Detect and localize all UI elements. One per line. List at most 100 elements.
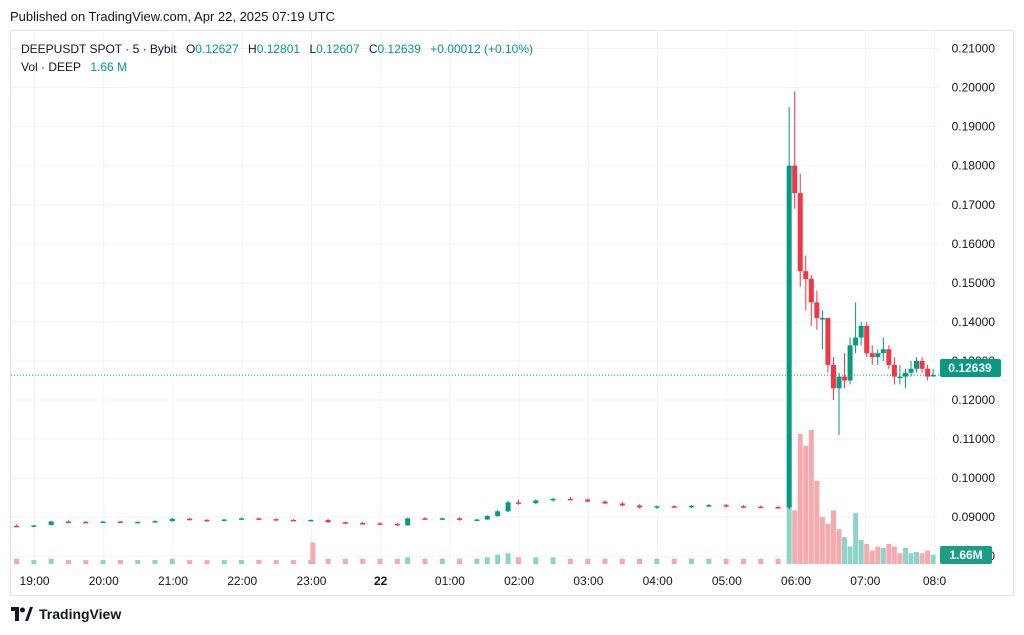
candle-body	[853, 337, 859, 346]
tradingview-brand: TradingView	[39, 606, 122, 622]
volume-bar	[723, 558, 729, 564]
volume-bar	[505, 553, 511, 564]
candle-body	[654, 506, 660, 508]
volume-bar	[550, 557, 556, 564]
candle-body	[515, 502, 521, 504]
candle-body	[869, 353, 875, 358]
candle-body	[100, 521, 106, 523]
volume-bar	[405, 557, 411, 564]
volume-bar	[886, 543, 892, 564]
candle-body	[505, 502, 511, 512]
time-tick-label: 05:00	[712, 574, 742, 588]
volume-bar	[897, 553, 903, 564]
volume-bar	[847, 546, 853, 564]
price-tick-label: 0.19000	[952, 120, 996, 134]
volume-bars	[14, 430, 936, 564]
candle-body	[723, 505, 729, 507]
volume-bar	[836, 529, 842, 564]
legend-symbol[interactable]: DEEPUSDT SPOT · 5 · Bybit	[21, 42, 177, 56]
legend-close-label: C	[368, 42, 378, 56]
volume-bar	[654, 558, 660, 564]
candle-body	[637, 505, 643, 508]
candle-body	[83, 521, 89, 524]
tradingview-logo[interactable]: TradingView	[11, 606, 121, 622]
chart-canvas[interactable]: 0.21000 0.20000 0.19000 0.18000 0.17000 0.160…	[0, 0, 1024, 600]
candle-body	[814, 302, 820, 319]
candle-body	[842, 376, 848, 381]
volume-bar	[360, 558, 366, 564]
candle-body	[342, 522, 348, 524]
legend-open-label: O	[185, 42, 196, 56]
volume-bar	[842, 537, 848, 564]
candle-body	[117, 521, 123, 523]
price-tick-label: 0.18000	[952, 159, 996, 173]
volume-bar	[117, 559, 123, 564]
volume-bar	[439, 558, 445, 564]
volume-bar	[325, 558, 331, 564]
volume-bar	[187, 559, 193, 564]
volume-bar	[914, 551, 920, 564]
legend-low-label: L	[309, 42, 317, 56]
volume-bar	[925, 550, 931, 564]
volume-bar	[637, 558, 643, 564]
legend-ohlc-row: DEEPUSDT SPOT · 5 · Bybit O0.12627 H 0.12…	[21, 40, 533, 58]
candle-body	[797, 193, 803, 272]
price-tick-label: 0.16000	[952, 237, 996, 251]
time-axis[interactable]: 19:00 20:00 21:00 22:00 23:00 22 01:00 02:00 03:…	[20, 574, 947, 588]
candle-body	[930, 375, 936, 377]
volume-bar	[239, 559, 245, 564]
volume-bar	[65, 559, 71, 564]
candle-body	[825, 318, 831, 365]
legend-open-value: 0.12627	[195, 42, 239, 56]
volume-bar	[671, 558, 677, 564]
last-price-label: 0.12639	[948, 361, 992, 375]
legend-volume-label[interactable]: Vol · DEEP	[21, 60, 82, 74]
price-tick-label: 0.10000	[952, 471, 996, 485]
candle-body	[671, 506, 677, 508]
time-tick-label: 21:00	[158, 574, 188, 588]
candle-body	[875, 353, 881, 358]
candle-body	[567, 498, 573, 501]
volume-bar	[310, 542, 316, 564]
candle-body	[377, 523, 383, 525]
candle-body	[792, 165, 798, 194]
volume-bar	[14, 558, 20, 564]
price-axis[interactable]: 0.21000 0.20000 0.19000 0.18000 0.17000 0.160…	[952, 42, 996, 564]
volume-bar	[819, 517, 825, 564]
candle-body	[360, 523, 366, 525]
last-volume-badge	[940, 546, 992, 564]
legend-low-value: 0.12607	[316, 42, 360, 56]
time-tick-label: 04:00	[643, 574, 673, 588]
candle-body	[204, 519, 210, 522]
volume-bar	[135, 559, 141, 564]
volume-bar	[792, 510, 798, 564]
candle-body	[602, 501, 608, 504]
candle-body	[830, 364, 836, 389]
volume-bar	[377, 558, 383, 564]
candle-body	[880, 349, 886, 354]
candle-body	[740, 506, 746, 508]
candle-body	[619, 503, 625, 506]
candle-body	[422, 518, 428, 520]
volume-bar	[864, 543, 870, 564]
candle-body	[689, 505, 695, 508]
candle-body	[290, 519, 296, 522]
volume-bar	[853, 513, 859, 564]
price-tick-label: 0.14000	[952, 315, 996, 329]
volume-bar	[797, 434, 803, 564]
chart-legend: DEEPUSDT SPOT · 5 · Bybit O0.12627 H 0.12…	[21, 40, 533, 76]
time-tick-label: 07:00	[850, 574, 880, 588]
volume-bar	[221, 559, 227, 564]
time-tick-label: 06:00	[781, 574, 811, 588]
legend-high-label: H	[248, 42, 257, 56]
volume-bar	[83, 559, 89, 564]
candle-body	[925, 368, 931, 377]
volume-bar	[290, 559, 296, 564]
candle-body	[533, 500, 539, 504]
candle-body	[65, 521, 71, 523]
volume-bar	[875, 546, 881, 564]
price-tick-label: 0.17000	[952, 198, 996, 212]
price-tick-label: 0.20000	[952, 81, 996, 95]
candle-body	[786, 165, 792, 508]
chart-frame	[10, 30, 1014, 596]
